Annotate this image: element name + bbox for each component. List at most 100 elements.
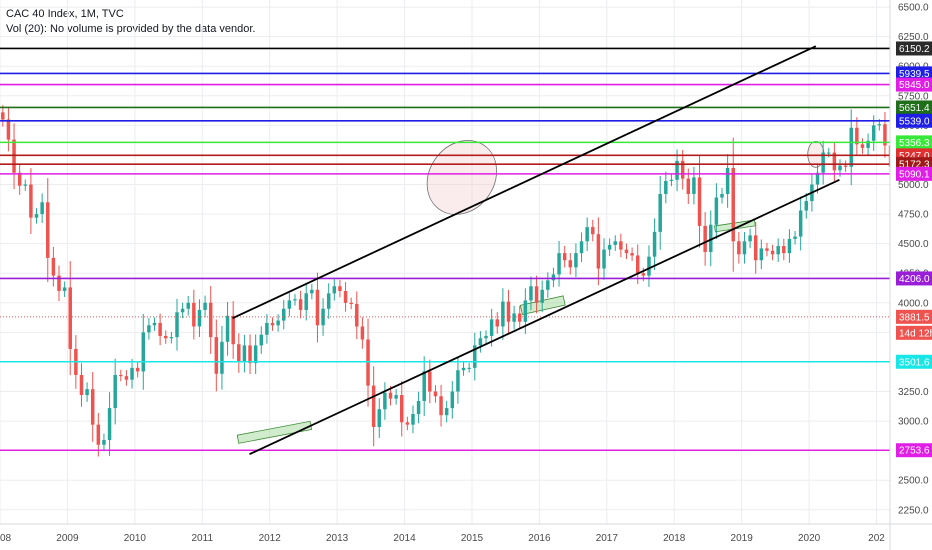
candle-body — [613, 241, 617, 245]
candle-body — [416, 400, 421, 414]
x-tick-label: 2015 — [461, 533, 484, 544]
candle-body — [765, 248, 769, 251]
candle-body — [753, 235, 758, 261]
x-tick-label: 2020 — [798, 533, 821, 544]
volume-legend: Vol (20): No volume is provided by the d… — [6, 23, 256, 35]
candle-body — [310, 289, 314, 294]
candle-body — [652, 231, 657, 257]
candle-body — [647, 256, 651, 276]
candle-body — [619, 241, 623, 250]
y-tick-label: 2500.0 — [898, 476, 929, 487]
candle-body — [602, 249, 606, 269]
candle-body — [495, 319, 499, 327]
candle-body — [461, 367, 466, 371]
candle-body — [433, 391, 438, 397]
candle-body — [804, 201, 809, 211]
candle-body — [591, 227, 595, 235]
candle-body — [467, 367, 471, 369]
level-tag-bg — [896, 443, 932, 458]
price-axis[interactable]: 2250.02500.02750.03000.03250.03500.03750… — [889, 0, 932, 550]
candle-body — [770, 250, 775, 255]
highlight-ellipse — [426, 140, 497, 215]
candle-body — [562, 253, 567, 261]
level-lines — [0, 47, 890, 452]
candle-body — [568, 260, 573, 268]
candle-body — [624, 249, 629, 254]
candle-body — [164, 335, 168, 339]
candle-body — [175, 312, 179, 338]
candle-body — [248, 345, 252, 364]
current-price-tag-bg — [896, 309, 932, 324]
candle-body — [742, 241, 747, 255]
candle-body — [501, 301, 505, 327]
candle-body — [349, 302, 353, 304]
level-tag: 6150.2 — [899, 44, 930, 55]
x-tick-label: 2009 — [56, 533, 79, 544]
x-tick-label: 2017 — [596, 533, 619, 544]
time-axis[interactable]: 08 2009 2010 2011 2012 2013 2014 2015 2016 2017 20… — [0, 523, 932, 544]
candle-body — [529, 286, 533, 301]
x-tick-label: 2018 — [663, 533, 686, 544]
candle-body — [383, 392, 387, 410]
candle-body — [326, 293, 331, 309]
candle-body — [411, 413, 415, 425]
candle-body — [197, 309, 202, 327]
y-tick-label: 6500.0 — [898, 3, 929, 14]
candle-body — [641, 273, 646, 276]
candle-body — [871, 125, 876, 141]
countdown-tag-bg — [896, 325, 932, 340]
candle-body — [62, 287, 67, 291]
x-tick-label: 2014 — [393, 533, 416, 544]
level-tag: 5090.1 — [899, 169, 930, 180]
candle-body — [630, 253, 634, 256]
candle-body — [456, 370, 460, 392]
level-tag-bg — [896, 77, 932, 92]
candle-body — [669, 179, 674, 181]
candle-body — [686, 178, 691, 194]
candle-body — [29, 184, 33, 218]
candle-body — [697, 177, 702, 226]
candle-body — [225, 315, 230, 342]
candle-body — [192, 302, 196, 327]
grid-lines — [0, 0, 890, 524]
candle-body — [130, 367, 134, 380]
candle-body — [832, 152, 837, 171]
candle-body — [315, 289, 320, 326]
candle-body — [51, 257, 56, 276]
candle-body — [574, 253, 578, 268]
level-tag: 5356.3 — [899, 138, 930, 149]
candle-body — [866, 140, 870, 148]
x-tick-label: 2016 — [528, 533, 551, 544]
y-tick-label: 3250.0 — [898, 387, 929, 398]
candle-body — [102, 440, 106, 445]
candle-body — [405, 422, 410, 425]
candle-body — [147, 325, 151, 333]
candle-body — [720, 193, 724, 198]
candle-body — [394, 395, 398, 399]
candle-body — [270, 322, 275, 326]
candle-body — [12, 139, 16, 173]
candle-body — [34, 214, 39, 218]
x-tick-label: 2019 — [731, 533, 754, 544]
candle-body — [731, 167, 735, 242]
trend-channel — [232, 45, 840, 456]
candle-body — [186, 302, 190, 309]
candle-body — [23, 184, 28, 186]
candle-body — [860, 144, 865, 148]
candle-body — [675, 160, 679, 180]
level-tag-bg — [896, 41, 932, 56]
level-tag: 3501.6 — [899, 357, 930, 368]
candle-body — [422, 371, 426, 401]
candle-body — [107, 408, 112, 441]
candle-body — [46, 202, 50, 258]
x-tick-label: 2013 — [326, 533, 349, 544]
candle-body — [798, 210, 803, 237]
candle-body — [85, 389, 89, 396]
candle-body — [478, 338, 483, 346]
candle-body — [849, 127, 853, 167]
candle-body — [439, 396, 443, 416]
candle-body — [484, 335, 488, 339]
current-price-tag: 3881.5 — [899, 312, 930, 323]
channel-line-upper — [232, 45, 817, 320]
